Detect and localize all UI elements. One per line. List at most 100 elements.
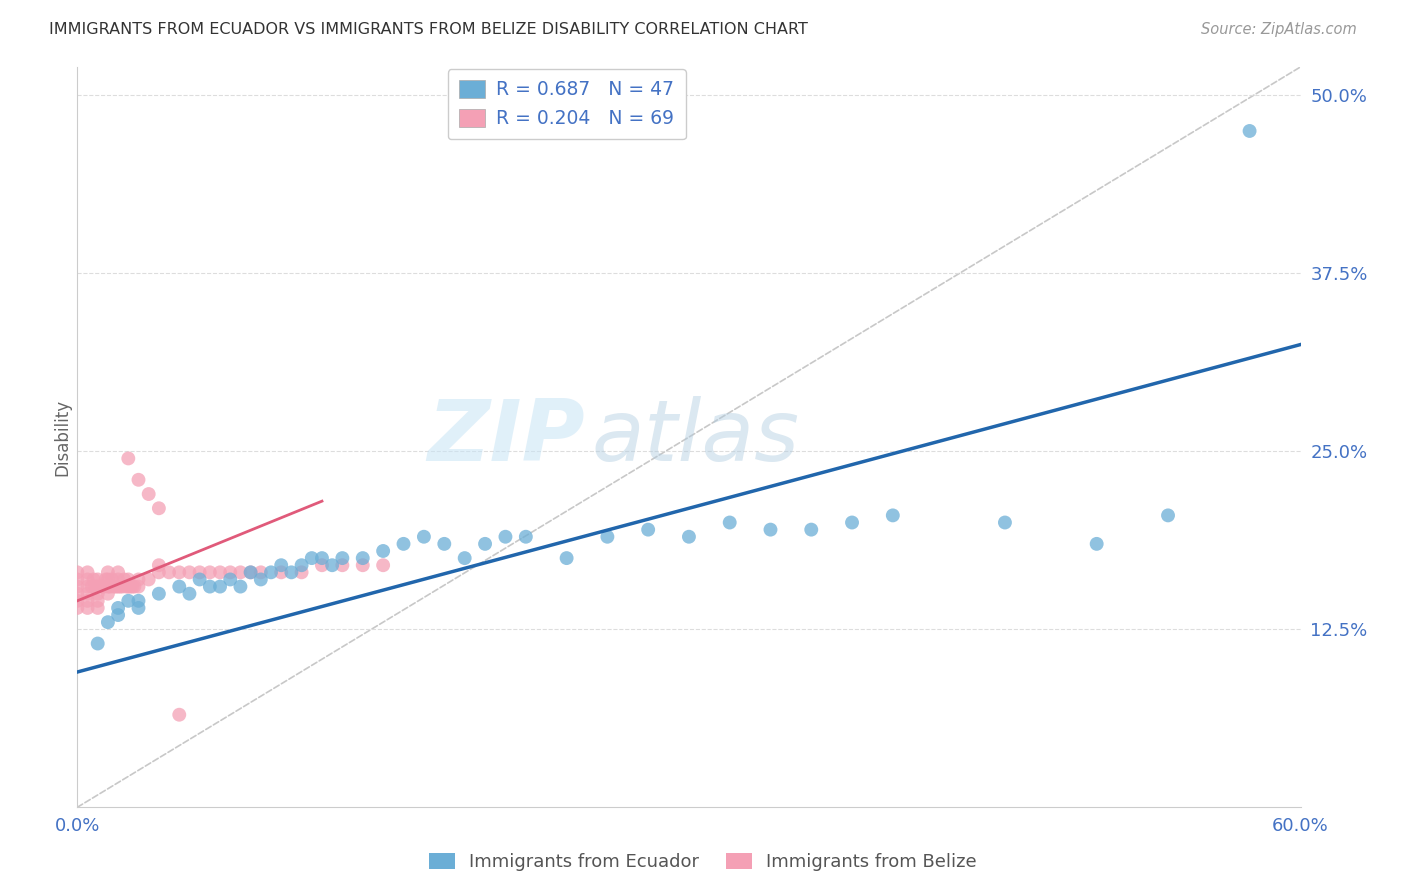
Point xyxy=(169,707,191,722)
Point xyxy=(1085,537,1108,551)
Point xyxy=(127,573,149,587)
Point xyxy=(94,573,117,587)
Point xyxy=(76,594,98,608)
Point xyxy=(453,551,475,566)
Point xyxy=(107,608,129,623)
Point xyxy=(107,601,129,615)
Point xyxy=(198,580,221,594)
Point xyxy=(87,601,110,615)
Point xyxy=(495,530,517,544)
Point xyxy=(117,451,139,466)
Point xyxy=(290,566,312,580)
Point xyxy=(105,580,128,594)
Point xyxy=(148,501,170,516)
Point xyxy=(250,573,273,587)
Point xyxy=(138,487,160,501)
Point xyxy=(111,580,134,594)
Point xyxy=(157,566,180,580)
Point xyxy=(841,516,863,530)
Point xyxy=(121,580,143,594)
Point xyxy=(474,537,496,551)
Point xyxy=(260,566,283,580)
Point xyxy=(138,573,160,587)
Point xyxy=(76,580,98,594)
Point xyxy=(115,580,138,594)
Point xyxy=(311,558,333,573)
Point xyxy=(311,551,333,566)
Point xyxy=(596,530,619,544)
Point xyxy=(120,580,142,594)
Text: ZIP: ZIP xyxy=(427,395,585,479)
Point xyxy=(112,573,135,587)
Text: IMMIGRANTS FROM ECUADOR VS IMMIGRANTS FROM BELIZE DISABILITY CORRELATION CHART: IMMIGRANTS FROM ECUADOR VS IMMIGRANTS FR… xyxy=(49,22,808,37)
Point xyxy=(83,573,105,587)
Point xyxy=(124,580,146,594)
Point xyxy=(101,573,124,587)
Point xyxy=(301,551,323,566)
Y-axis label: Disability: Disability xyxy=(53,399,72,475)
Point xyxy=(127,594,149,608)
Point xyxy=(87,636,110,650)
Point xyxy=(332,558,354,573)
Point xyxy=(433,537,456,551)
Point xyxy=(188,573,211,587)
Point xyxy=(127,580,149,594)
Point xyxy=(108,580,131,594)
Point xyxy=(97,587,120,601)
Point xyxy=(66,601,89,615)
Point xyxy=(76,601,98,615)
Point xyxy=(229,580,252,594)
Point xyxy=(87,580,110,594)
Point xyxy=(117,580,139,594)
Point xyxy=(66,566,89,580)
Point xyxy=(148,566,170,580)
Point xyxy=(127,601,149,615)
Point xyxy=(1239,124,1261,138)
Point xyxy=(219,573,242,587)
Point xyxy=(994,516,1017,530)
Point xyxy=(97,615,120,630)
Point xyxy=(229,566,252,580)
Point xyxy=(117,573,139,587)
Point xyxy=(332,551,354,566)
Point xyxy=(66,573,89,587)
Text: Source: ZipAtlas.com: Source: ZipAtlas.com xyxy=(1201,22,1357,37)
Point xyxy=(76,573,98,587)
Point xyxy=(239,566,262,580)
Point xyxy=(718,516,741,530)
Point xyxy=(352,558,374,573)
Point xyxy=(270,566,292,580)
Point xyxy=(179,587,201,601)
Point xyxy=(90,580,112,594)
Point xyxy=(371,558,394,573)
Point xyxy=(97,573,120,587)
Point xyxy=(76,587,98,601)
Point xyxy=(93,580,115,594)
Point xyxy=(127,473,149,487)
Point xyxy=(169,580,191,594)
Point xyxy=(1157,508,1180,523)
Point xyxy=(759,523,782,537)
Point xyxy=(188,566,211,580)
Legend: Immigrants from Ecuador, Immigrants from Belize: Immigrants from Ecuador, Immigrants from… xyxy=(422,846,984,879)
Point xyxy=(87,573,110,587)
Point xyxy=(198,566,221,580)
Point xyxy=(117,594,139,608)
Point xyxy=(208,566,231,580)
Point xyxy=(555,551,578,566)
Point xyxy=(321,558,343,573)
Point xyxy=(352,551,374,566)
Legend: R = 0.687   N = 47, R = 0.204   N = 69: R = 0.687 N = 47, R = 0.204 N = 69 xyxy=(447,69,686,139)
Point xyxy=(637,523,659,537)
Point xyxy=(84,580,107,594)
Point xyxy=(98,580,121,594)
Point xyxy=(392,537,415,551)
Point xyxy=(250,566,273,580)
Point xyxy=(515,530,537,544)
Point xyxy=(208,580,231,594)
Point xyxy=(107,580,129,594)
Point xyxy=(103,580,125,594)
Point xyxy=(413,530,436,544)
Point xyxy=(882,508,904,523)
Point xyxy=(97,566,120,580)
